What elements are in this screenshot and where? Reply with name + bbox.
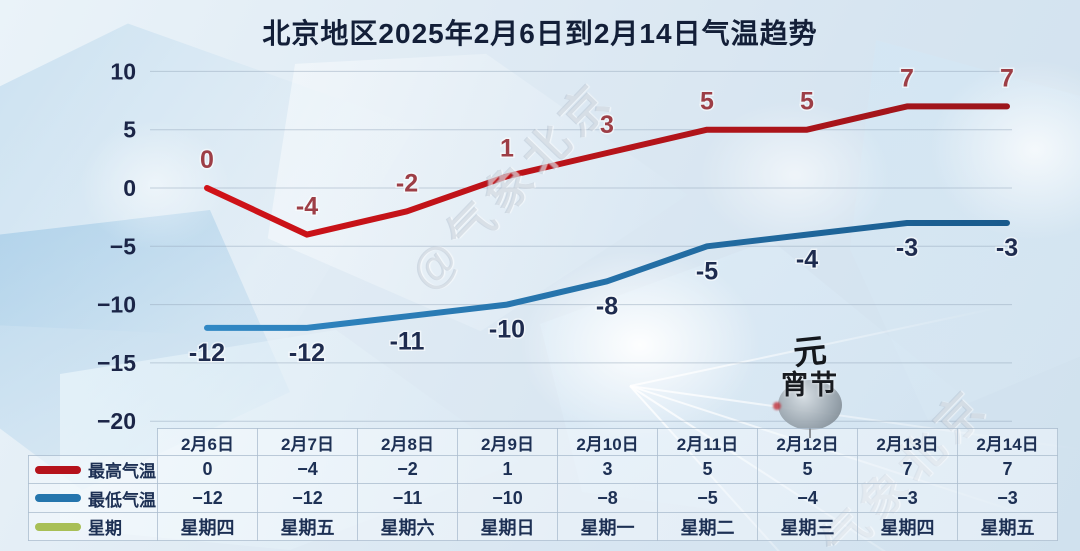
temperature-cell: −8 bbox=[557, 483, 658, 513]
high-temp-point-label: 5 bbox=[700, 88, 714, 116]
series-layer bbox=[204, 103, 1010, 331]
temperature-cell: −4 bbox=[257, 455, 358, 484]
red-line-swatch bbox=[35, 465, 81, 474]
low-temp-point-label: -4 bbox=[796, 246, 818, 274]
high-temp-point-label: -4 bbox=[296, 193, 318, 221]
low-temp-point-label: -10 bbox=[489, 316, 525, 344]
temperature-cell: −4 bbox=[757, 483, 858, 513]
y-axis-tick-label: 5 bbox=[123, 117, 136, 143]
label-layer: 0 -4 -2 1 3 5 5 7 7 -12 -12 -11 -10 -8 -5 -4 -3 -3 bbox=[187, 63, 1019, 369]
weekday-cell: 星期五 bbox=[257, 512, 358, 541]
legend-cell: 星期 bbox=[28, 512, 158, 541]
temperature-cell: −5 bbox=[657, 483, 758, 513]
date-header-cell: 2月9日 bbox=[457, 428, 558, 456]
weekday-cell: 星期三 bbox=[757, 512, 858, 541]
date-header-cell: 2月12日 bbox=[757, 428, 858, 456]
high-temp-point-label: 7 bbox=[900, 64, 914, 92]
low-temp-point-label: -3 bbox=[896, 234, 918, 262]
legend-label: 最低气温 bbox=[88, 490, 156, 510]
high-temp-point-label: 1 bbox=[500, 134, 514, 162]
y-axis-tick-label: −20 bbox=[97, 408, 136, 434]
weekday-cell: 星期四 bbox=[857, 512, 958, 541]
date-header-cell: 2月6日 bbox=[157, 428, 258, 456]
legend-label: 星期 bbox=[88, 519, 122, 538]
low-temp-point-label: -12 bbox=[289, 339, 325, 367]
temperature-cell: 0 bbox=[157, 455, 258, 484]
date-header-cell: 2月13日 bbox=[857, 428, 958, 456]
date-header-cell: 2月8日 bbox=[357, 428, 458, 456]
date-header-cell: 2月11日 bbox=[657, 428, 758, 456]
legend-label: 最高气温 bbox=[88, 462, 156, 481]
legend-entry: 最低气温 bbox=[29, 486, 157, 511]
temperature-cell: −11 bbox=[357, 483, 458, 513]
legend-entry: 星期 bbox=[29, 514, 157, 539]
date-header-cell: 2月14日 bbox=[957, 428, 1058, 456]
green-line-swatch bbox=[35, 522, 81, 531]
date-header-cell: 2月10日 bbox=[557, 428, 658, 456]
low-temp-point-label: -3 bbox=[996, 234, 1018, 262]
high-temp-point-label: -2 bbox=[396, 169, 418, 197]
y-axis-tick-label: −15 bbox=[97, 350, 136, 376]
low-temp-point-label: -5 bbox=[696, 257, 718, 285]
temperature-cell: 3 bbox=[557, 455, 658, 484]
low-temp-point-label: -8 bbox=[596, 292, 618, 320]
low-temp-point-label: -11 bbox=[390, 327, 425, 355]
legend-entry: 最高气温 bbox=[29, 457, 157, 482]
temperature-cell: 5 bbox=[657, 455, 758, 484]
weekday-cell: 星期五 bbox=[957, 512, 1058, 541]
legend-cell: 最低气温 bbox=[28, 483, 158, 513]
high-temp-point-label: 0 bbox=[200, 146, 214, 174]
y-axis-tick-label: 10 bbox=[110, 58, 136, 84]
low-temp-point-label: -12 bbox=[189, 339, 225, 367]
temperature-cell: −2 bbox=[357, 455, 458, 484]
low-temp-line bbox=[204, 220, 1010, 331]
temperature-cell: −10 bbox=[457, 483, 558, 513]
weekday-cell: 星期一 bbox=[557, 512, 658, 541]
high-temp-point-label: 7 bbox=[1000, 64, 1014, 92]
legend-cell: 最高气温 bbox=[28, 455, 158, 484]
weekday-cell: 星期四 bbox=[157, 512, 258, 541]
data-table: 2月6日 2月7日 2月8日 2月9日 2月10日 2月11日 2月12日 2月13日 2月14… bbox=[28, 428, 1058, 541]
weekday-cell: 星期二 bbox=[657, 512, 758, 541]
temperature-cell: 5 bbox=[757, 455, 858, 484]
temperature-cell: 1 bbox=[457, 455, 558, 484]
temperature-cell: −12 bbox=[157, 483, 258, 513]
y-axis-tick-label: −10 bbox=[97, 292, 136, 318]
y-axis-tick-label: −5 bbox=[110, 233, 136, 259]
weekday-cell: 星期日 bbox=[457, 512, 558, 541]
high-temp-line bbox=[204, 103, 1010, 238]
temperature-cell: 7 bbox=[957, 455, 1058, 484]
temperature-cell: −12 bbox=[257, 483, 358, 513]
temperature-cell: −3 bbox=[957, 483, 1058, 513]
weekday-cell: 星期六 bbox=[357, 512, 458, 541]
high-temp-point-label: 3 bbox=[600, 111, 614, 139]
chart-title: 北京地区2025年2月6日到2月14日气温趋势 bbox=[262, 18, 818, 49]
temperature-cell: 7 bbox=[857, 455, 958, 484]
blue-line-swatch bbox=[35, 494, 81, 502]
date-header-cell: 2月7日 bbox=[257, 428, 358, 456]
table-corner-cell bbox=[29, 429, 158, 456]
y-axis-tick-label: 0 bbox=[123, 175, 136, 201]
temperature-cell: −3 bbox=[857, 483, 958, 513]
high-temp-point-label: 5 bbox=[800, 88, 814, 116]
